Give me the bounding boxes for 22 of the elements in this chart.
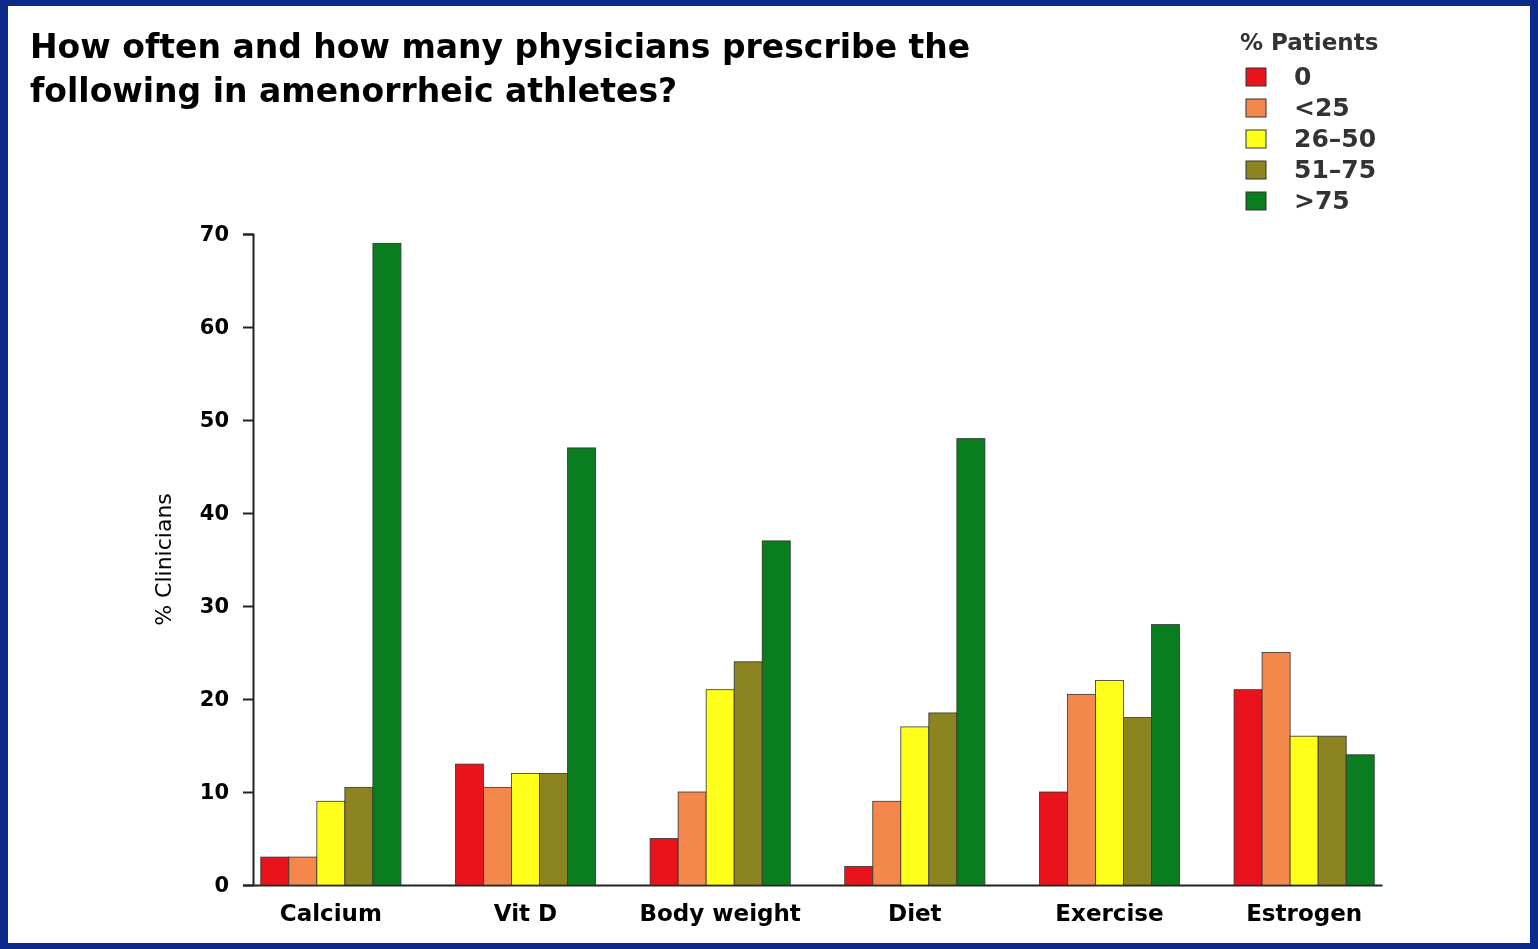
y-tick-label: 0 (214, 873, 229, 898)
x-tick-label: Diet (888, 900, 942, 927)
y-tick-label: 30 (199, 594, 229, 619)
legend-label: 51–75 (1294, 155, 1377, 184)
legend-label: >75 (1294, 186, 1350, 215)
x-tick-label: Estrogen (1246, 900, 1363, 927)
legend-label: <25 (1294, 93, 1350, 122)
legend-label: 26–50 (1294, 124, 1377, 153)
y-tick-label: 40 (199, 501, 229, 526)
y-tick-label: 10 (199, 780, 229, 805)
chart-title: How often and how many physicians prescribe the following in amenorrheic athletes? (30, 27, 971, 110)
y-tick-label: 70 (199, 222, 229, 247)
y-tick-label: 20 (199, 687, 229, 712)
x-tick-label: Body weight (639, 900, 801, 927)
x-tick-label: Calcium (279, 900, 382, 927)
x-tick-label: Exercise (1055, 900, 1164, 927)
y-axis-title: % Clinicians (151, 493, 176, 626)
y-tick-label: 50 (199, 408, 229, 433)
legend-title: % Patients (1240, 29, 1379, 55)
x-tick-label: Vit D (493, 900, 558, 927)
legend-label: 0 (1294, 62, 1312, 91)
y-tick-label: 60 (199, 315, 229, 340)
